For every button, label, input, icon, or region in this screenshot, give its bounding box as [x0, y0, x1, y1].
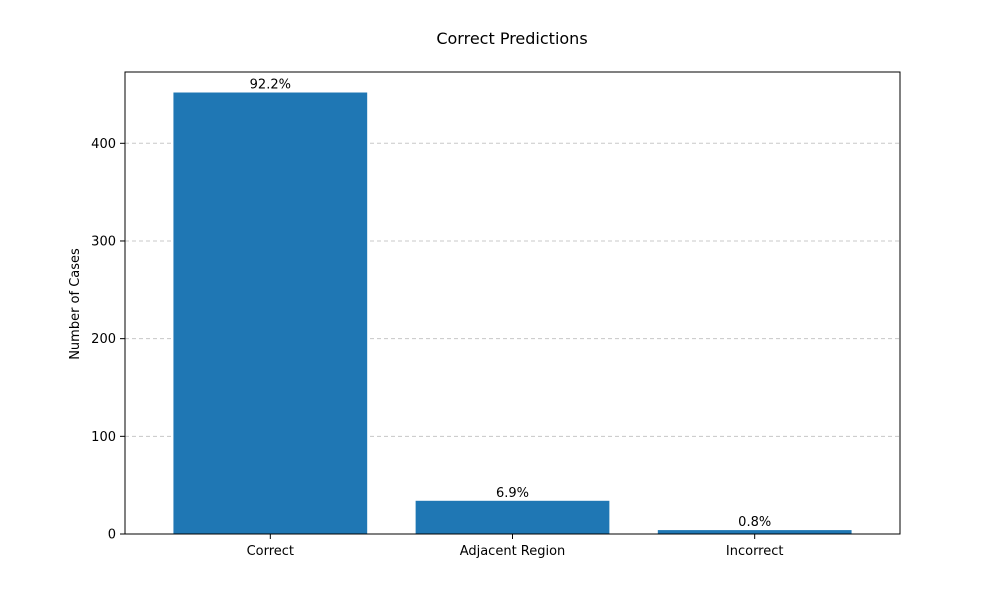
- bar: [415, 500, 610, 534]
- chart-title: Correct Predictions: [436, 29, 587, 48]
- bars: [173, 92, 852, 534]
- bar: [657, 530, 852, 534]
- bar-data-label: 92.2%: [250, 78, 291, 93]
- y-tick-label: 300: [91, 234, 116, 249]
- y-tick-label: 100: [91, 430, 116, 445]
- x-tick-label: Adjacent Region: [460, 544, 566, 559]
- x-tick-label: Incorrect: [726, 544, 784, 559]
- y-tick-label: 200: [91, 332, 116, 347]
- y-axis-label: Number of Cases: [68, 248, 83, 360]
- x-axis-ticks: Correct Adjacent Region Incorrect: [247, 534, 784, 559]
- y-tick-label: 400: [91, 137, 116, 152]
- y-axis-ticks: 0 100 200 300 400: [91, 137, 125, 543]
- bar-data-label: 6.9%: [496, 486, 529, 501]
- bar: [173, 92, 368, 534]
- y-tick-label: 0: [108, 528, 116, 543]
- x-tick-label: Correct: [247, 544, 294, 559]
- bar-data-label: 0.8%: [738, 515, 771, 530]
- data-labels: 92.2% 6.9% 0.8%: [250, 78, 772, 531]
